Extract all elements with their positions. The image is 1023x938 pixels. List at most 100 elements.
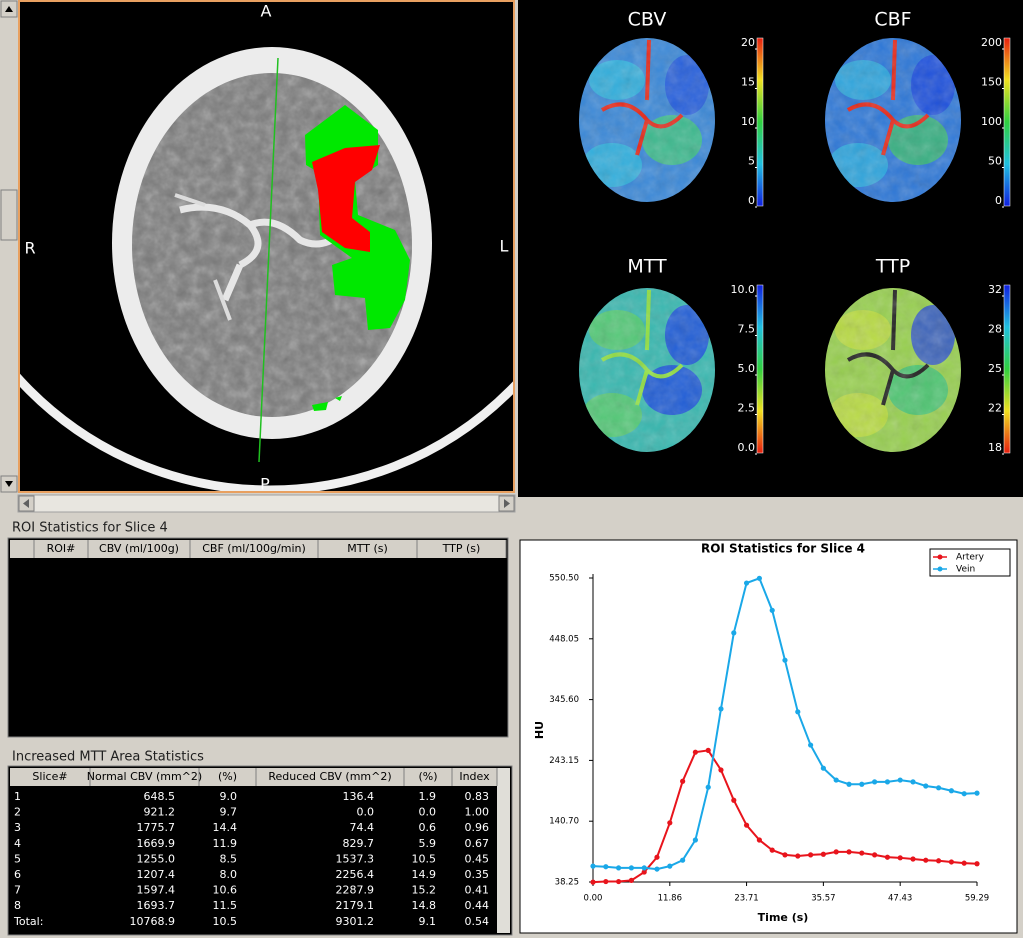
table-cell: 2 xyxy=(14,806,21,819)
data-point xyxy=(872,779,878,785)
mtt-table xyxy=(7,765,513,936)
head-holder xyxy=(20,373,513,491)
data-point xyxy=(820,851,826,857)
data-point xyxy=(820,765,826,771)
data-point xyxy=(948,788,955,794)
y-tick-label: 550.50 xyxy=(549,574,579,584)
y-tick-label: 140.70 xyxy=(549,817,579,827)
table-cell: 10.6 xyxy=(213,884,238,897)
data-point xyxy=(705,784,711,790)
data-point xyxy=(680,778,686,784)
data-point xyxy=(808,852,814,858)
column-header: Normal CBV (mm^2) xyxy=(87,770,202,783)
data-point xyxy=(718,767,724,773)
colorbar-label: 18 xyxy=(988,441,1002,454)
arrow-icon xyxy=(5,481,13,487)
data-point xyxy=(769,847,775,853)
table-cell: 10.5 xyxy=(412,852,437,865)
map-texture xyxy=(825,38,961,202)
vessels xyxy=(179,203,343,302)
data-point xyxy=(590,879,596,885)
data-point xyxy=(641,869,647,875)
table-cell: 10768.9 xyxy=(130,915,176,928)
table-cell: 15.2 xyxy=(412,884,437,897)
orientation-label: R xyxy=(24,239,35,258)
colorbar-label: 0.0 xyxy=(738,441,756,454)
table-cell: 9.0 xyxy=(220,790,238,803)
data-point xyxy=(910,856,916,862)
legend-label: Vein xyxy=(956,565,975,575)
column-header: ROI# xyxy=(47,542,76,555)
map-title: MTT xyxy=(627,256,667,278)
data-point xyxy=(615,878,622,885)
table-cell: 0.54 xyxy=(465,915,490,928)
data-point xyxy=(705,747,711,754)
x-tick-label: 59.29 xyxy=(965,894,989,904)
x-tick-label: 47.43 xyxy=(888,894,912,904)
horizontal-scrollbar[interactable] xyxy=(17,494,516,513)
table-cell: 8.0 xyxy=(220,868,238,881)
data-point xyxy=(667,820,673,826)
data-point xyxy=(935,785,942,791)
perfusion-image xyxy=(825,288,961,452)
column-header: TTP (s) xyxy=(442,542,481,555)
column-header: MTT (s) xyxy=(347,542,388,555)
table-cell: 5 xyxy=(14,852,21,865)
roi-red xyxy=(312,145,380,252)
data-point xyxy=(859,781,865,787)
table-cell: 829.7 xyxy=(343,837,375,850)
data-point xyxy=(923,783,929,789)
table-cell: 0.41 xyxy=(465,884,490,897)
data-point xyxy=(795,853,801,859)
table-cell: 4 xyxy=(14,837,21,850)
data-point xyxy=(923,857,929,863)
data-point xyxy=(872,852,878,858)
data-point xyxy=(884,779,891,785)
table-cell: 0.0 xyxy=(419,806,437,819)
colorbar-label: 22 xyxy=(988,402,1002,415)
table-cell: 1.9 xyxy=(419,790,437,803)
mtt-table-body: Slice# Normal CBV (mm^2) (%) Reduced CBV (m… xyxy=(13,768,498,928)
table-cell: 1597.4 xyxy=(137,884,176,897)
chart-title: ROI Statistics for Slice 4 xyxy=(701,542,865,556)
colorbar xyxy=(756,284,764,454)
table-cell: 2256.4 xyxy=(336,868,375,881)
orientation-label: A xyxy=(261,2,272,21)
colorbar-label: 5 xyxy=(748,155,755,168)
perfusion-maps: CBV20151050CBF200150100500MTT10.07.55.02… xyxy=(579,9,1011,455)
x-tick-label: 35.57 xyxy=(811,894,835,904)
data-point xyxy=(897,855,903,861)
table-scrollbar[interactable] xyxy=(497,768,510,933)
colorbar-label: 25 xyxy=(988,362,1002,375)
table-cell: 1 xyxy=(14,790,21,803)
vertical-scrollbar[interactable] xyxy=(0,0,18,493)
table-cell: 0.96 xyxy=(465,821,490,834)
data-point xyxy=(692,837,698,843)
table-cell: 1207.4 xyxy=(137,868,176,881)
scroll-thumb[interactable] xyxy=(0,189,18,241)
data-point xyxy=(948,859,955,865)
data-point xyxy=(756,837,762,843)
legend-marker xyxy=(937,566,943,572)
y-tick-label: 448.05 xyxy=(549,634,579,644)
table-cell: 10.5 xyxy=(213,915,238,928)
map-texture xyxy=(825,288,961,452)
column-header: (%) xyxy=(418,770,437,783)
table-cell: 1669.9 xyxy=(137,837,176,850)
table-cell: 3 xyxy=(14,821,21,834)
y-tick-label: 345.60 xyxy=(549,695,579,705)
data-point xyxy=(884,854,891,860)
y-tick-label: 243.15 xyxy=(549,756,579,766)
colorbar-label: 28 xyxy=(988,323,1002,336)
table-cell: Total: xyxy=(13,915,43,928)
table-header xyxy=(10,540,506,558)
data-point xyxy=(590,863,596,869)
data-point xyxy=(654,854,660,860)
colorbar-label: 50 xyxy=(988,155,1002,168)
data-point xyxy=(615,865,622,871)
map-texture xyxy=(579,38,715,202)
data-point xyxy=(808,742,814,748)
arrow-icon xyxy=(23,499,29,508)
